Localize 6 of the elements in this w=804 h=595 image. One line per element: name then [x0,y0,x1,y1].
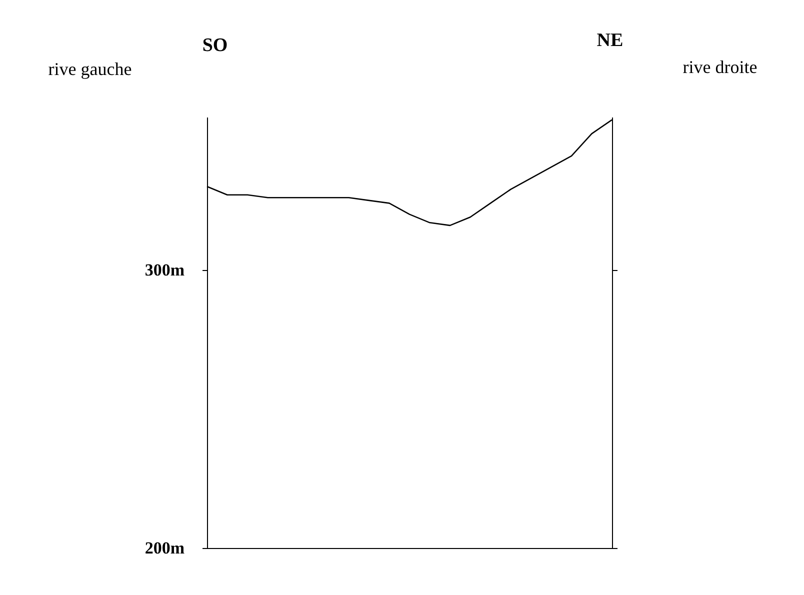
y-tick-label: 200m [144,538,184,558]
text: rive gauche [48,59,132,79]
text: rive droite [682,57,758,77]
y-tick-label: 300m [144,260,184,280]
text: NE [596,30,624,51]
text: SO [202,35,228,56]
